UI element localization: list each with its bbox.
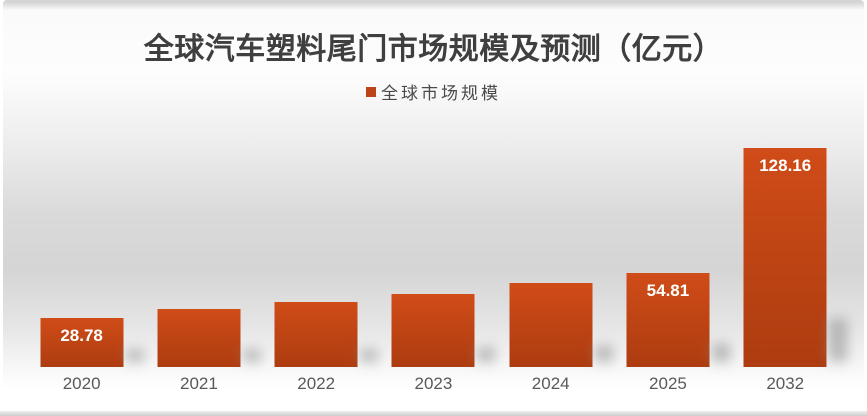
bar-shadow xyxy=(125,349,145,362)
bar-shadow xyxy=(242,349,262,362)
bar-slot-2021 xyxy=(140,0,262,367)
legend-swatch-icon xyxy=(366,87,376,97)
legend: 全球市场规模 xyxy=(0,79,867,104)
x-axis-label-2025: 2025 xyxy=(649,374,687,393)
bar-2023 xyxy=(391,293,496,367)
bar-shadow xyxy=(828,318,848,362)
x-axis-label-2020: 2020 xyxy=(62,374,101,393)
x-axis-label-2021: 2021 xyxy=(179,374,218,393)
bar-shadow xyxy=(711,343,731,362)
bar-slot-2025: 54.81 xyxy=(609,0,731,367)
bar-2024 xyxy=(509,283,614,367)
x-axis-label-2022: 2022 xyxy=(297,374,336,393)
bar-shadow xyxy=(594,345,614,362)
legend-label: 全球市场规模 xyxy=(381,84,501,103)
bar-2020: 28.78 xyxy=(40,317,145,367)
bar-slot-2023 xyxy=(375,0,496,367)
x-axis-label-2024: 2024 xyxy=(531,374,570,393)
x-axis-label-2023: 2023 xyxy=(414,374,453,393)
bar-value-label: 28.78 xyxy=(60,325,103,345)
chart-title: 全球汽车塑料尾门市场规模及预测（亿元） xyxy=(143,33,724,66)
bar-2032: 128.16 xyxy=(743,148,848,367)
bar-slot-2022 xyxy=(258,0,379,367)
plot-area: 28.78 54.81 128.16 xyxy=(23,0,848,367)
bar-slot-2024 xyxy=(492,0,614,367)
bar-2022 xyxy=(274,302,379,367)
bar-slot-2020: 28.78 xyxy=(23,0,145,367)
bar-shadow xyxy=(476,347,496,362)
bar-slot-2032: 128.16 xyxy=(727,0,848,367)
bottom-edge-shadow xyxy=(0,411,867,416)
bar-value-label: 54.81 xyxy=(646,281,690,301)
bar-2025: 54.81 xyxy=(626,273,731,367)
bar-shadow xyxy=(359,349,379,362)
x-axis: 2020 2021 2022 2023 2024 2025 2032 xyxy=(23,374,844,394)
bar-2021 xyxy=(157,308,262,367)
x-axis-label-2032: 2032 xyxy=(766,374,805,393)
bar-value-label: 128.16 xyxy=(759,156,812,175)
